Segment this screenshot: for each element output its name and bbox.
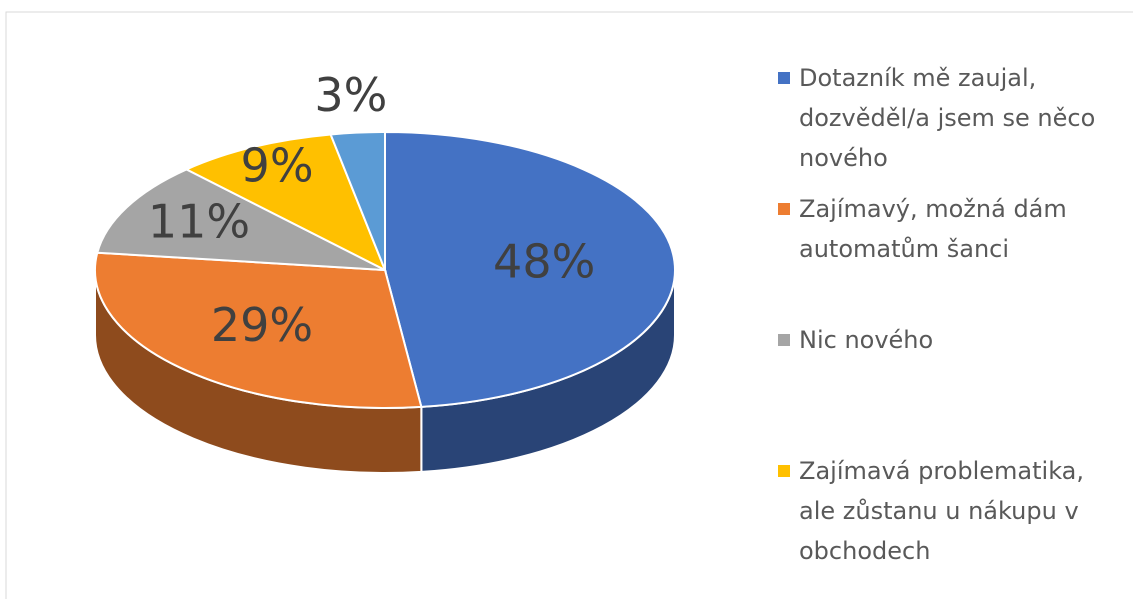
data-label: 29% — [211, 298, 313, 352]
legend-swatch — [778, 72, 790, 84]
pie-slice — [384, 130, 676, 408]
legend-swatch — [778, 203, 790, 215]
pie-slice — [329, 130, 386, 271]
data-label: 9% — [241, 139, 314, 193]
pie-slice — [96, 168, 386, 271]
frame — [5, 11, 1133, 599]
pie-slice — [184, 133, 387, 273]
legend-label: Zajímavá problematika, ale zůstanu u nák… — [799, 457, 1085, 565]
legend-entry: Nic nového — [775, 320, 1124, 451]
legend-entry: Zajímavá problematika, ale zůstanu u nák… — [775, 451, 1124, 582]
data-label: 48% — [493, 235, 595, 289]
legend-label: Zajímavý, možná dám automatům šanci — [799, 195, 1067, 263]
legend-label: Nic nového — [799, 326, 934, 354]
legend-entry: Zajímavý, možná dám automatům šanci — [775, 189, 1124, 320]
pie-slice — [94, 251, 423, 409]
data-label: 3% — [314, 68, 387, 122]
legend-entry: Dotazník mě zaujal, dozvěděl/a jsem se n… — [775, 58, 1124, 189]
legend-label: Dotazník mě zaujal, dozvěděl/a jsem se n… — [799, 64, 1096, 172]
legend: Dotazník mě zaujal, dozvěděl/a jsem se n… — [775, 58, 1125, 582]
legend-swatch — [778, 465, 790, 477]
legend-swatch — [778, 334, 790, 346]
data-label: 11% — [148, 194, 250, 248]
